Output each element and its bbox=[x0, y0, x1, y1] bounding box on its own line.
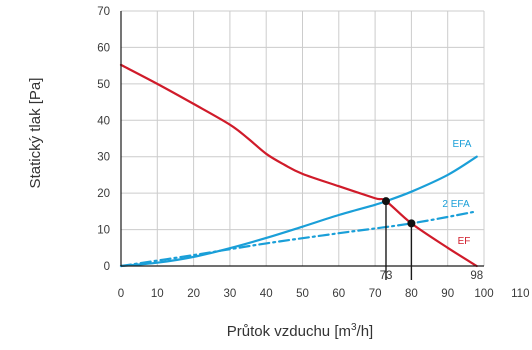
y-axis-title: Statický tlak [Pa] bbox=[27, 78, 44, 189]
x-tick-label: 0 bbox=[118, 288, 124, 300]
x-tick-label: 50 bbox=[296, 288, 309, 300]
x-tick-label: 90 bbox=[441, 288, 454, 300]
y-tick-label: 70 bbox=[97, 6, 110, 18]
x-axis-title-tail: /h] bbox=[357, 323, 374, 340]
y-tick-label: 20 bbox=[97, 188, 110, 200]
x-tick-label: 110 bbox=[511, 288, 529, 300]
series-lines bbox=[119, 63, 478, 268]
y-tick-label: 0 bbox=[104, 261, 110, 273]
annotation-value: 98 bbox=[470, 270, 483, 282]
y-tick-label: 50 bbox=[97, 79, 110, 91]
x-tick-label: 20 bbox=[187, 288, 200, 300]
x-tick-label: 70 bbox=[369, 288, 382, 300]
annotation-labels: 73 98 bbox=[380, 270, 484, 282]
y-tick-label: 40 bbox=[97, 115, 110, 127]
x-axis-title-main: Průtok vzduchu [m bbox=[227, 323, 351, 340]
series-label-2-efa: 2 EFA bbox=[442, 199, 470, 210]
series-line-ef bbox=[119, 63, 478, 268]
x-tick-labels: 0 10 20 30 40 50 60 70 80 90 100 110 bbox=[118, 288, 530, 300]
series-label-efa: EFA bbox=[453, 139, 472, 150]
series-line-efa bbox=[119, 155, 478, 268]
series-line-2-efa bbox=[119, 210, 478, 268]
x-tick-label: 40 bbox=[260, 288, 273, 300]
operating-points bbox=[381, 197, 416, 228]
axes bbox=[120, 11, 484, 267]
x-tick-label: 80 bbox=[405, 288, 418, 300]
x-axis-title-sup: 3 bbox=[351, 322, 357, 333]
operating-point bbox=[381, 197, 390, 206]
y-tick-labels: 0 10 20 30 40 50 60 70 bbox=[97, 6, 110, 273]
x-tick-label: 30 bbox=[224, 288, 237, 300]
x-tick-label: 60 bbox=[332, 288, 345, 300]
x-axis-title: Průtok vzduchu [m3/h] bbox=[227, 322, 373, 340]
x-tick-label: 100 bbox=[474, 288, 493, 300]
series-labels: EFA 2 EFA EF bbox=[442, 139, 471, 247]
annotation-value: 73 bbox=[380, 270, 393, 282]
y-tick-label: 10 bbox=[97, 225, 110, 237]
y-tick-label: 30 bbox=[97, 152, 110, 164]
grid bbox=[121, 10, 485, 266]
x-tick-label: 10 bbox=[151, 288, 164, 300]
operating-point bbox=[407, 219, 416, 228]
drop-lines bbox=[385, 201, 413, 280]
y-tick-label: 60 bbox=[97, 42, 110, 54]
series-label-ef: EF bbox=[458, 236, 471, 247]
